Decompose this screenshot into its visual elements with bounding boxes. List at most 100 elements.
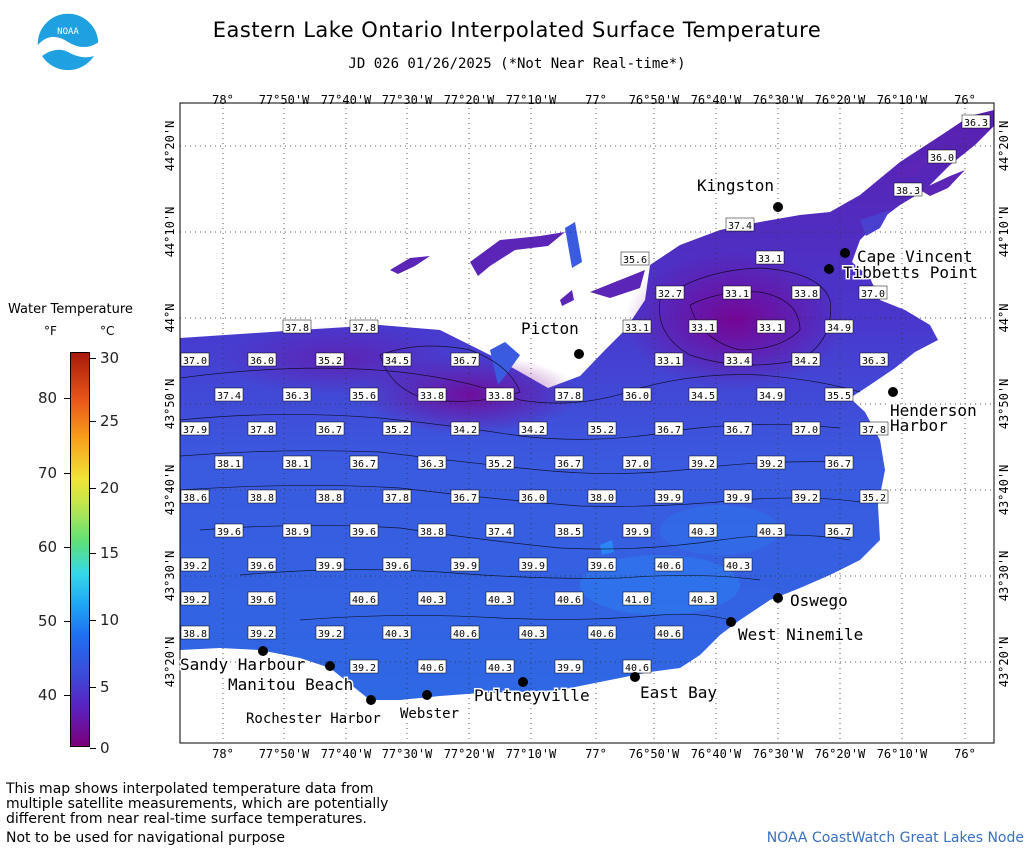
svg-text:38.8: 38.8 — [318, 493, 342, 504]
svg-text:33.1: 33.1 — [625, 323, 649, 334]
temperature-value: 37.8 — [382, 489, 412, 504]
svg-text:39.6: 39.6 — [217, 527, 241, 538]
temperature-value: 38.9 — [282, 523, 312, 538]
svg-text:34.2: 34.2 — [521, 425, 545, 436]
temperature-value: 37.4 — [214, 387, 244, 402]
temperature-value: 40.3 — [756, 523, 786, 538]
lon-label: 76°40'W — [691, 93, 742, 107]
temperature-value: 36.3 — [282, 387, 312, 402]
lat-label: 43°30'N — [163, 551, 177, 602]
svg-text:Picton: Picton — [521, 319, 579, 338]
lon-label: 77°40'W — [321, 747, 372, 761]
svg-text:36.7: 36.7 — [657, 425, 681, 436]
temperature-value: 36.3 — [417, 455, 447, 470]
footer-note-4: Not to be used for navigational purpose — [6, 830, 285, 846]
svg-text:Henderson: Henderson — [890, 401, 977, 420]
svg-text:Rochester Harbor: Rochester Harbor — [246, 711, 381, 727]
svg-text:36.0: 36.0 — [930, 153, 954, 164]
temperature-value: 36.7 — [315, 421, 345, 436]
svg-text:40.3: 40.3 — [385, 629, 409, 640]
svg-text:41.0: 41.0 — [625, 595, 649, 606]
svg-text:32.7: 32.7 — [658, 289, 682, 300]
legend-tick-f: 50 — [38, 612, 58, 630]
temperature-value: 36.7 — [450, 352, 480, 367]
svg-text:36.0: 36.0 — [250, 356, 274, 367]
svg-text:34.2: 34.2 — [794, 356, 818, 367]
svg-text:40.3: 40.3 — [759, 527, 783, 538]
temperature-value: 36.0 — [927, 149, 957, 164]
temperature-value: 39.9 — [622, 523, 652, 538]
temperature-value: 35.6 — [349, 387, 379, 402]
temperature-value: 37.0 — [791, 421, 821, 436]
svg-text:39.2: 39.2 — [691, 459, 715, 470]
temperature-value: 37.9 — [180, 421, 210, 436]
lon-label: 77°10'W — [506, 747, 557, 761]
lon-label: 76°50'W — [629, 93, 680, 107]
temperature-value: 39.9 — [518, 557, 548, 572]
svg-text:39.2: 39.2 — [250, 629, 274, 640]
place-cape-vincent: Cape Vincent — [840, 246, 974, 268]
svg-text:36.7: 36.7 — [453, 493, 477, 504]
svg-text:36.0: 36.0 — [521, 493, 545, 504]
temperature-value: 34.5 — [382, 352, 412, 367]
lat-label: 43°20'N — [997, 637, 1011, 688]
legend-tick-c: 10 — [100, 611, 120, 629]
svg-text:38.8: 38.8 — [250, 493, 274, 504]
lat-label: 43°50'N — [163, 379, 177, 430]
lon-label: 77°30'W — [382, 747, 433, 761]
legend-tick-c: 25 — [100, 412, 120, 430]
temperature-value: 39.6 — [214, 523, 244, 538]
temperature-value: 37.8 — [349, 319, 379, 334]
temperature-value: 37.8 — [247, 421, 277, 436]
legend-tick-c: 30 — [100, 349, 120, 367]
temperature-value: 39.2 — [756, 455, 786, 470]
temperature-value: 33.4 — [723, 352, 753, 367]
svg-text:36.7: 36.7 — [827, 527, 851, 538]
svg-text:38.0: 38.0 — [590, 493, 614, 504]
svg-text:34.5: 34.5 — [385, 356, 409, 367]
svg-text:East Bay: East Bay — [640, 683, 717, 702]
svg-text:40.6: 40.6 — [453, 629, 477, 640]
svg-text:33.1: 33.1 — [691, 323, 715, 334]
temperature-value: 36.0 — [622, 387, 652, 402]
svg-text:39.2: 39.2 — [352, 663, 376, 674]
temperature-value: 34.9 — [756, 387, 786, 402]
lat-label: 43°50'N — [997, 379, 1011, 430]
svg-text:Webster: Webster — [400, 706, 459, 722]
place-harbor: Harbor — [889, 415, 950, 437]
lon-label: 76°50'W — [629, 747, 680, 761]
lon-label: 77°20'W — [444, 93, 495, 107]
svg-text:39.9: 39.9 — [557, 663, 581, 674]
temperature-value: 39.2 — [247, 625, 277, 640]
svg-text:33.8: 33.8 — [488, 391, 512, 402]
svg-text:West Ninemile: West Ninemile — [738, 625, 863, 644]
temperature-value: 39.6 — [247, 557, 277, 572]
temperature-value: 40.6 — [654, 557, 684, 572]
temperature-value: 39.9 — [554, 659, 584, 674]
lat-labels-left: 44°20'N 44°10'N 44°N 43°50'N 43°40'N 43°30'N 4… — [163, 121, 177, 688]
svg-text:37.0: 37.0 — [625, 459, 649, 470]
temperature-value: 33.8 — [417, 387, 447, 402]
temperature-value: 35.6 — [620, 251, 650, 266]
place-rochester-harbor: Rochester Harbor — [245, 695, 382, 729]
temperature-value: 38.1 — [214, 455, 244, 470]
temperature-value: 40.6 — [417, 659, 447, 674]
svg-text:39.9: 39.9 — [318, 561, 342, 572]
svg-text:34.9: 34.9 — [759, 391, 783, 402]
lon-label: 76°40'W — [691, 747, 742, 761]
lat-label: 44°20'N — [997, 121, 1011, 172]
lon-labels-top: 78° 77°50'W 77°40'W 77°30'W 77°20'W 77°10'W 77… — [212, 93, 976, 107]
svg-text:39.9: 39.9 — [726, 493, 750, 504]
temperature-value: 38.8 — [417, 523, 447, 538]
svg-text:39.9: 39.9 — [657, 493, 681, 504]
temperature-value: 37.0 — [180, 352, 210, 367]
svg-text:33.4: 33.4 — [726, 356, 750, 367]
lon-label: 77°50'W — [259, 747, 310, 761]
lon-label: 78° — [212, 747, 234, 761]
svg-text:39.2: 39.2 — [183, 595, 207, 606]
svg-text:40.3: 40.3 — [488, 663, 512, 674]
temperature-value: 34.2 — [518, 421, 548, 436]
temperature-value: 33.1 — [688, 319, 718, 334]
svg-text:Sandy Harbour: Sandy Harbour — [180, 655, 306, 674]
